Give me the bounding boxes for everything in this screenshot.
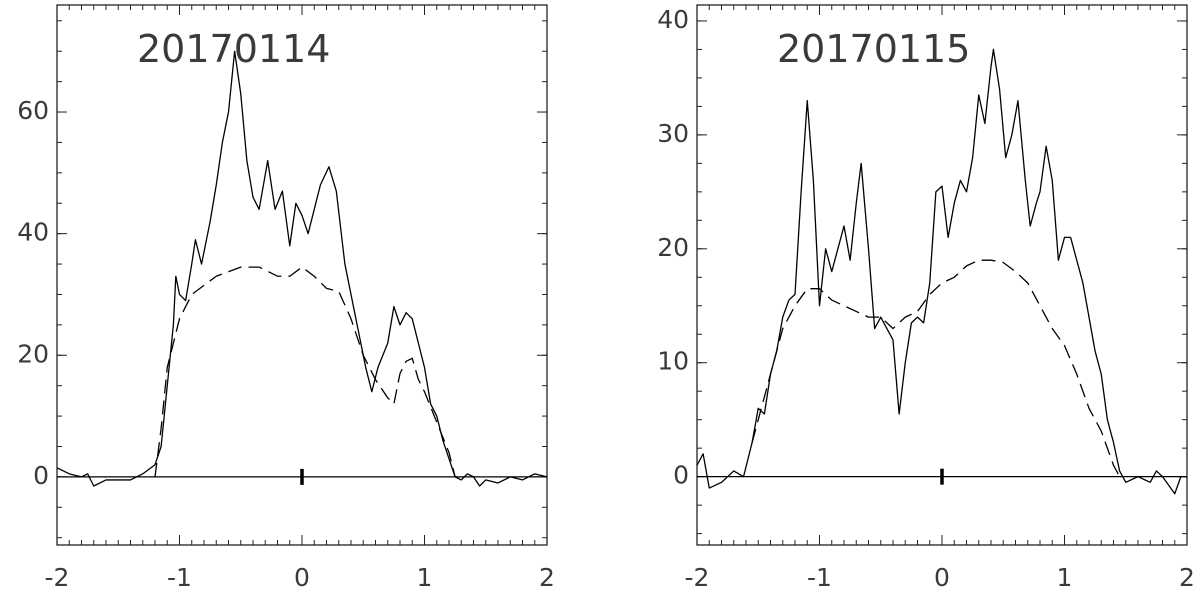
- y-tick-label: 0: [33, 461, 49, 490]
- y-tick-label: 60: [17, 96, 49, 125]
- x-tick-label: 2: [539, 563, 555, 592]
- data-line: [696, 48, 1187, 495]
- data-line: [751, 259, 1121, 477]
- y-tick-label: 10: [657, 347, 689, 376]
- data-line: [154, 266, 456, 478]
- x-tick-label: 2: [1179, 563, 1195, 592]
- y-tick-label: 0: [673, 461, 689, 490]
- x-tick-label: 0: [934, 563, 950, 592]
- y-tick-label: 40: [657, 5, 689, 34]
- x-tick-label: -2: [685, 563, 710, 592]
- x-tick-label: 0: [294, 563, 310, 592]
- y-tick-label: 20: [17, 339, 49, 368]
- x-tick-label: -1: [807, 563, 832, 592]
- plot-frame: [56, 4, 548, 546]
- x-tick-label: 1: [1057, 563, 1073, 592]
- x-tick-label: -2: [45, 563, 70, 592]
- x-tick-label: -1: [167, 563, 192, 592]
- chart-title: 20170115: [777, 27, 970, 71]
- x-tick-label: 1: [417, 563, 433, 592]
- data-line: [56, 50, 548, 487]
- y-tick-label: 30: [657, 119, 689, 148]
- y-tick-label: 20: [657, 233, 689, 262]
- y-tick-label: 40: [17, 218, 49, 247]
